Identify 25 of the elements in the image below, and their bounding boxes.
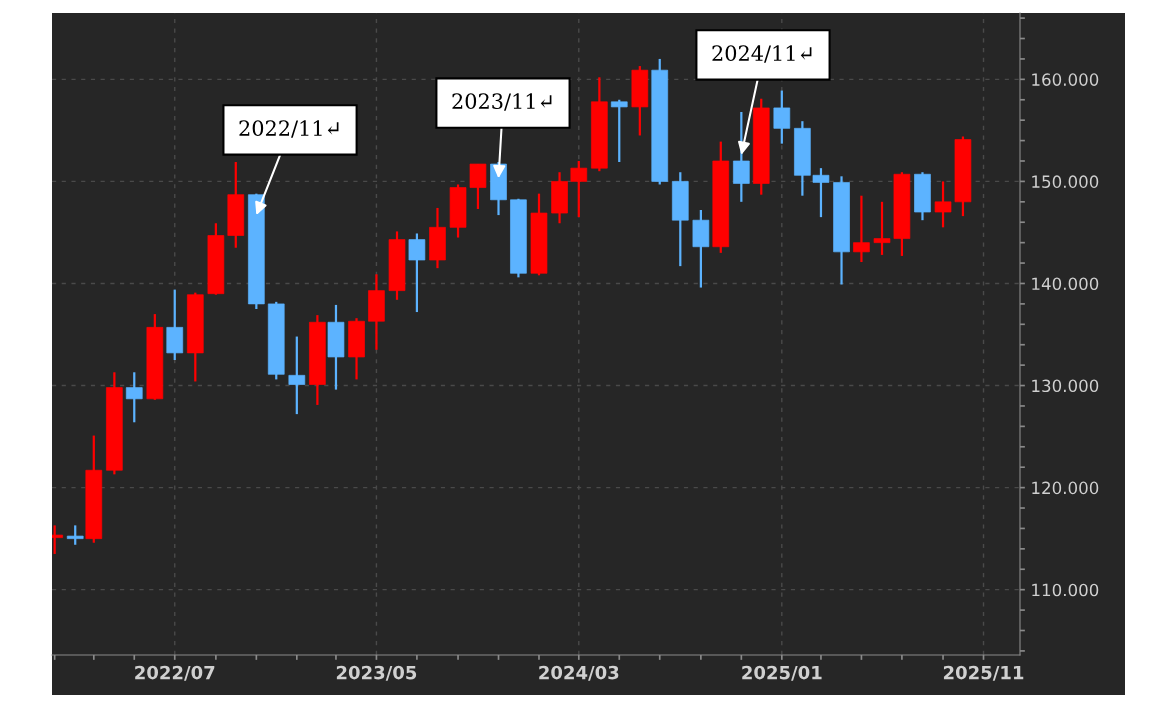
x-tick-label: 2023/05	[336, 665, 417, 681]
candlestick	[469, 162, 487, 211]
x-tick-label: 2025/11	[943, 665, 1024, 681]
candlestick	[773, 89, 791, 145]
candlestick	[570, 159, 588, 219]
y-tick-label: 160.000	[1032, 73, 1099, 86]
annotation: 2022/11↵	[239, 120, 339, 138]
candlestick	[66, 524, 84, 546]
annotation: 2023/11↵	[452, 93, 552, 111]
x-tick-label: 2024/03	[539, 665, 619, 681]
y-tick-label: 110.000	[1032, 583, 1099, 597]
candlestick	[288, 335, 306, 416]
y-tick-label: 150.000	[1032, 175, 1099, 188]
x-tick-label: 2025/01	[742, 665, 822, 681]
candlestick	[408, 232, 426, 314]
y-tick-label: 120.000	[1032, 481, 1099, 495]
candlestick	[853, 194, 870, 264]
candlestick	[934, 180, 952, 229]
annotation: 2024/11↵	[712, 45, 812, 63]
y-tick-label: 130.000	[1032, 379, 1099, 393]
x-tick-label: 2022/07	[135, 665, 215, 681]
candlestick	[873, 200, 891, 257]
candlestick	[610, 98, 628, 164]
y-tick-label: 140.000	[1032, 277, 1099, 291]
candlestick	[125, 371, 143, 424]
